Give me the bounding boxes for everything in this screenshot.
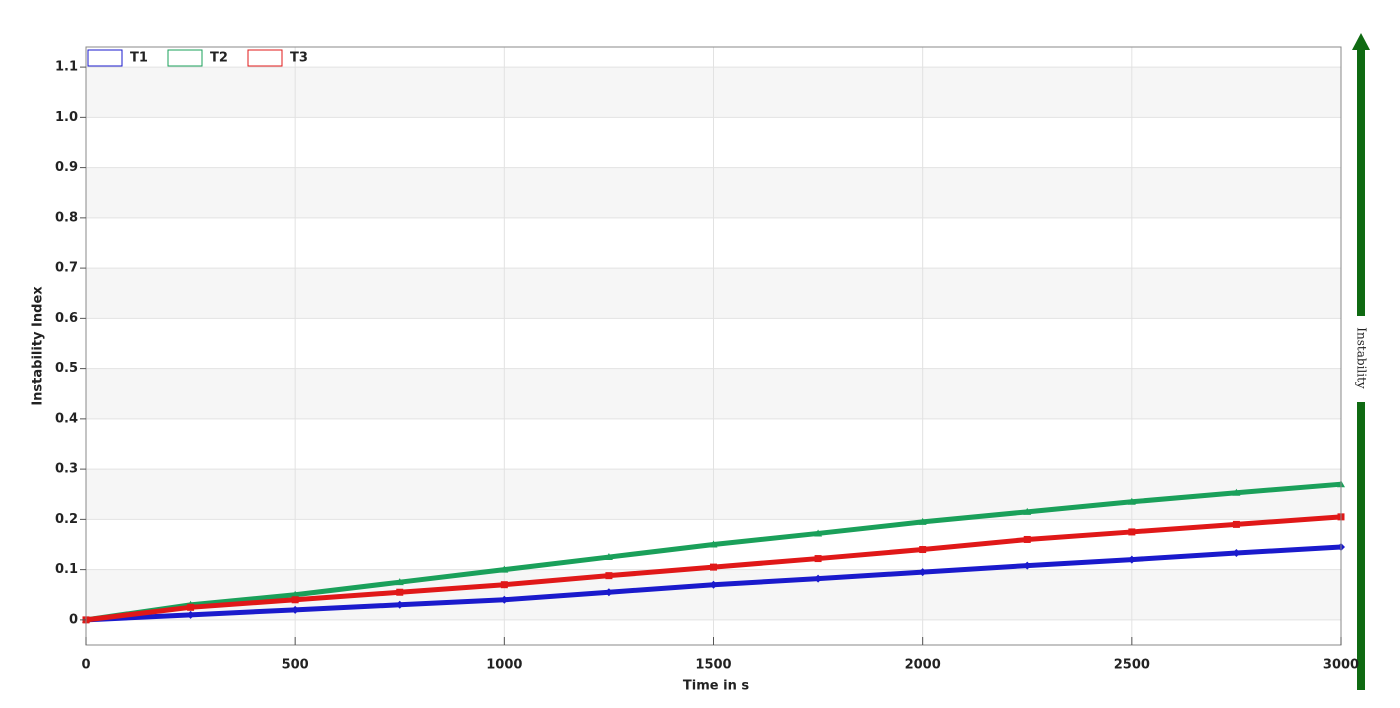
y-tick-label: 0.8 bbox=[55, 210, 78, 225]
x-tick-label: 500 bbox=[282, 658, 309, 673]
y-tick-label: 0.2 bbox=[55, 512, 78, 527]
y-tick-label: 0.3 bbox=[55, 462, 78, 477]
marker bbox=[814, 555, 822, 563]
marker bbox=[1023, 561, 1032, 570]
y-tick-label: 0.5 bbox=[55, 361, 78, 376]
marker bbox=[187, 603, 195, 611]
marker bbox=[1232, 488, 1241, 496]
legend-label: T3 bbox=[290, 51, 308, 66]
marker bbox=[500, 565, 509, 573]
marker bbox=[604, 553, 613, 561]
y-tick-label: 0 bbox=[69, 612, 78, 627]
marker bbox=[710, 563, 717, 571]
marker bbox=[919, 546, 927, 554]
marker bbox=[918, 517, 927, 525]
grid bbox=[85, 47, 1342, 645]
x-tick-label: 2500 bbox=[1114, 658, 1150, 673]
legend-box bbox=[167, 49, 203, 67]
marker bbox=[1127, 555, 1136, 564]
marker bbox=[500, 595, 509, 604]
legend-label: T2 bbox=[210, 51, 228, 66]
marker bbox=[814, 574, 823, 583]
arrow-shaft bbox=[1357, 48, 1365, 316]
marker bbox=[500, 581, 508, 589]
marker bbox=[291, 590, 300, 598]
marker bbox=[1128, 528, 1136, 536]
y-tick-label: 1.1 bbox=[55, 60, 78, 75]
x-axis-label: Time in s bbox=[683, 679, 749, 694]
y-tick-label: 0.4 bbox=[55, 411, 78, 426]
arrow-head bbox=[1352, 33, 1370, 50]
y-axis-label: Instability Index bbox=[31, 286, 46, 406]
side-label: Instability bbox=[1355, 327, 1369, 389]
x-tick-label: 0 bbox=[81, 658, 90, 673]
marker bbox=[291, 596, 299, 604]
arrow-shaft bbox=[1357, 402, 1365, 690]
marker bbox=[1127, 497, 1136, 505]
marker bbox=[918, 568, 927, 577]
legend-label: T1 bbox=[130, 51, 148, 66]
marker bbox=[396, 588, 404, 596]
marker bbox=[291, 605, 300, 614]
y-tick-label: 0.1 bbox=[55, 562, 78, 577]
y-tick-label: 0.9 bbox=[55, 160, 78, 175]
y-tick-label: 0.7 bbox=[55, 261, 78, 276]
legend-box bbox=[87, 49, 123, 67]
marker bbox=[1023, 535, 1031, 543]
marker bbox=[395, 578, 404, 586]
marker bbox=[1232, 549, 1241, 558]
x-tick-label: 1000 bbox=[486, 658, 522, 673]
marker bbox=[1023, 507, 1032, 515]
marker bbox=[709, 540, 718, 548]
y-tick-label: 1.0 bbox=[55, 110, 78, 125]
legend-box bbox=[247, 49, 283, 67]
x-tick-label: 3000 bbox=[1323, 658, 1359, 673]
marker bbox=[186, 610, 195, 619]
marker bbox=[605, 572, 613, 580]
marker bbox=[1232, 520, 1240, 528]
x-tick-label: 1500 bbox=[695, 658, 731, 673]
x-tick-label: 2000 bbox=[905, 658, 941, 673]
marker bbox=[709, 580, 718, 589]
marker bbox=[814, 529, 823, 537]
marker bbox=[395, 600, 404, 609]
marker bbox=[604, 588, 613, 597]
y-tick-label: 0.6 bbox=[55, 311, 78, 326]
